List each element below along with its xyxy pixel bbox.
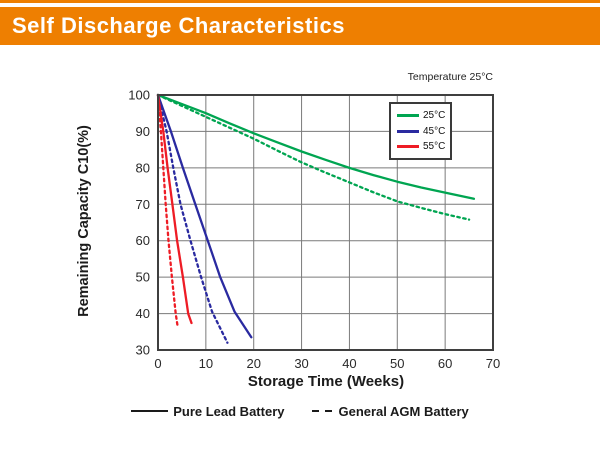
series-45-c-general-agm-battery [156, 93, 229, 344]
x-tick-label-60: 60 [438, 356, 452, 371]
dash-segment [325, 409, 333, 413]
solid-line-swatch [131, 409, 169, 413]
x-tick-label-0: 0 [154, 356, 161, 371]
x-tick-label-10: 10 [199, 356, 213, 371]
y-tick-label-50: 50 [136, 270, 150, 285]
legend-line-swatch-55c [397, 144, 419, 148]
battery-type-legend: Pure Lead Battery General AGM Battery [0, 403, 600, 419]
y-tick-label-30: 30 [136, 343, 150, 358]
legend-item-55c: 55°C [397, 141, 450, 152]
chart-plot: 0 10 20 30 40 50 60 70 30 40 50 60 70 80 90 100 [128, 88, 500, 372]
y-axis-title: Remaining Capacity C10(%) [76, 125, 92, 317]
legend-line-swatch-25c [397, 114, 419, 118]
legend-item-25c: 25°C [397, 110, 450, 121]
x-tick-label-30: 30 [294, 356, 308, 371]
x-tick-label-50: 50 [390, 356, 404, 371]
general-agm-battery-label: General AGM Battery [338, 403, 469, 419]
y-tick-label-60: 60 [136, 233, 150, 248]
temperature-legend: 25°C 45°C 55°C [389, 102, 452, 160]
y-tick-label-80: 80 [136, 160, 150, 175]
series-25-c-pure-lead-battery [156, 93, 476, 200]
y-tick-label-100: 100 [128, 88, 150, 103]
series-25-c-general-agm-battery [156, 93, 471, 221]
page-title: Self Discharge Characteristics [12, 13, 345, 38]
x-tick-label-20: 20 [246, 356, 260, 371]
legend-label-45c: 45°C [423, 125, 446, 137]
plot-border [157, 94, 494, 351]
y-tick-label-70: 70 [136, 197, 150, 212]
x-axis-title: Storage Time (Weeks) [247, 373, 405, 390]
series-55-c-general-agm-battery [156, 93, 179, 328]
legend-label-25c: 25°C [423, 110, 446, 122]
legend-item-45c: 45°C [397, 126, 450, 137]
pure-lead-battery-label: Pure Lead Battery [173, 403, 285, 419]
header-banner: Self Discharge Characteristics [0, 7, 600, 45]
y-tick-label-90: 90 [136, 124, 150, 139]
series-55-c-pure-lead-battery [156, 93, 193, 325]
x-tick-label-40: 40 [342, 356, 356, 371]
y-tick-label-40: 40 [136, 306, 150, 321]
temperature-note: Temperature 25°C [407, 71, 493, 83]
series-45-c-pure-lead-battery [156, 93, 253, 339]
legend-line-swatch-45c [397, 129, 419, 133]
legend-label-55c: 55°C [423, 140, 446, 152]
header-accent-strip [0, 0, 600, 3]
dash-segment [312, 409, 320, 413]
x-tick-label-70: 70 [486, 356, 500, 371]
dashed-line-swatch [312, 409, 338, 413]
